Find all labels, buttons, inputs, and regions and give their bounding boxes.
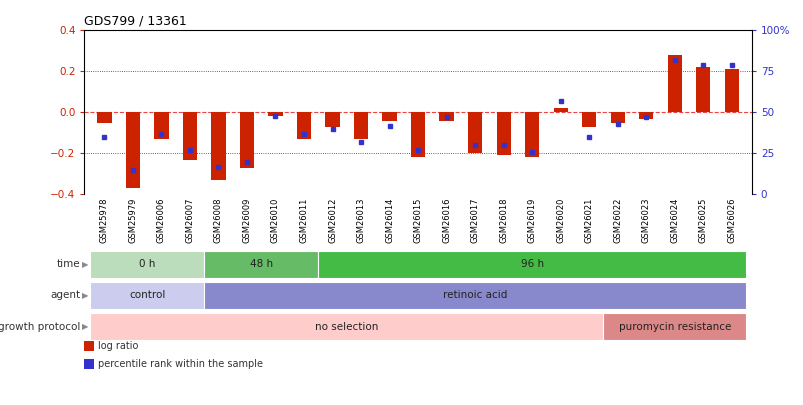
Bar (496, 112, 510, 156)
Bar (90, 282, 204, 309)
Bar (353, 112, 368, 139)
Bar (239, 112, 254, 168)
Bar (467, 112, 482, 153)
Bar (609, 112, 624, 123)
Bar (90, 251, 204, 278)
Text: no selection: no selection (315, 322, 378, 332)
Bar (154, 112, 169, 139)
Text: agent: agent (51, 290, 80, 301)
Text: 48 h: 48 h (250, 259, 272, 269)
Bar (603, 313, 745, 340)
Text: ▶: ▶ (82, 322, 88, 331)
Bar (382, 112, 396, 121)
Bar (724, 69, 738, 112)
Bar (268, 112, 283, 117)
Bar (524, 112, 539, 158)
Bar (318, 251, 745, 278)
Text: 96 h: 96 h (520, 259, 543, 269)
Text: retinoic acid: retinoic acid (442, 290, 507, 301)
Text: ▶: ▶ (82, 260, 88, 269)
Bar (204, 282, 745, 309)
Bar (325, 112, 339, 127)
Text: puromycin resistance: puromycin resistance (618, 322, 730, 332)
Text: log ratio: log ratio (98, 341, 139, 351)
Bar (97, 112, 112, 123)
Bar (581, 112, 596, 127)
Bar (84, 341, 95, 351)
Text: growth protocol: growth protocol (0, 322, 80, 332)
Bar (84, 359, 95, 369)
Bar (695, 67, 710, 112)
Bar (638, 112, 653, 119)
Text: 0 h: 0 h (139, 259, 155, 269)
Bar (410, 112, 425, 158)
Bar (90, 313, 603, 340)
Text: time: time (57, 259, 80, 269)
Bar (296, 112, 311, 139)
Bar (666, 55, 681, 112)
Bar (204, 251, 318, 278)
Text: ▶: ▶ (82, 291, 88, 300)
Bar (182, 112, 197, 160)
Bar (552, 108, 567, 112)
Text: percentile rank within the sample: percentile rank within the sample (98, 359, 263, 369)
Bar (211, 112, 226, 180)
Bar (125, 112, 140, 188)
Text: control: control (128, 290, 165, 301)
Text: GDS799 / 13361: GDS799 / 13361 (84, 15, 187, 28)
Bar (439, 112, 453, 121)
